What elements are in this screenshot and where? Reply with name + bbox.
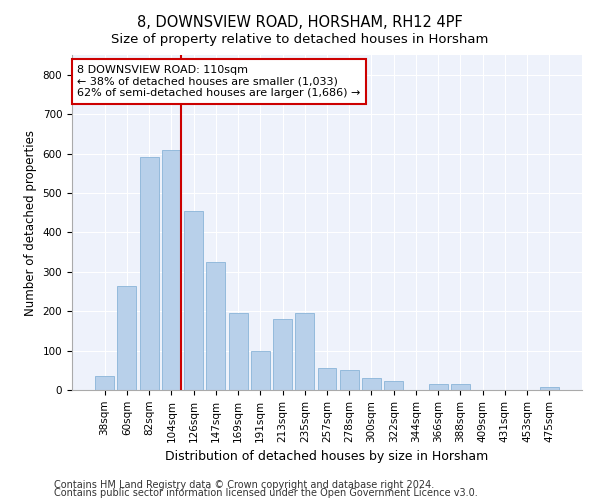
Bar <box>451 384 470 390</box>
Bar <box>251 350 270 390</box>
Bar <box>206 262 225 390</box>
Bar <box>340 370 359 390</box>
Bar <box>95 376 114 390</box>
Bar <box>317 368 337 390</box>
Text: Contains HM Land Registry data © Crown copyright and database right 2024.: Contains HM Land Registry data © Crown c… <box>54 480 434 490</box>
Text: Size of property relative to detached houses in Horsham: Size of property relative to detached ho… <box>112 32 488 46</box>
Bar <box>162 150 181 390</box>
Bar <box>184 210 203 390</box>
Bar <box>362 378 381 390</box>
Bar <box>118 286 136 390</box>
Bar <box>229 313 248 390</box>
X-axis label: Distribution of detached houses by size in Horsham: Distribution of detached houses by size … <box>166 450 488 463</box>
Bar <box>273 319 292 390</box>
Bar <box>295 313 314 390</box>
Bar <box>140 158 158 390</box>
Y-axis label: Number of detached properties: Number of detached properties <box>24 130 37 316</box>
Bar <box>540 387 559 390</box>
Text: 8 DOWNSVIEW ROAD: 110sqm
← 38% of detached houses are smaller (1,033)
62% of sem: 8 DOWNSVIEW ROAD: 110sqm ← 38% of detach… <box>77 65 361 98</box>
Bar <box>384 382 403 390</box>
Bar <box>429 384 448 390</box>
Text: 8, DOWNSVIEW ROAD, HORSHAM, RH12 4PF: 8, DOWNSVIEW ROAD, HORSHAM, RH12 4PF <box>137 15 463 30</box>
Text: Contains public sector information licensed under the Open Government Licence v3: Contains public sector information licen… <box>54 488 478 498</box>
